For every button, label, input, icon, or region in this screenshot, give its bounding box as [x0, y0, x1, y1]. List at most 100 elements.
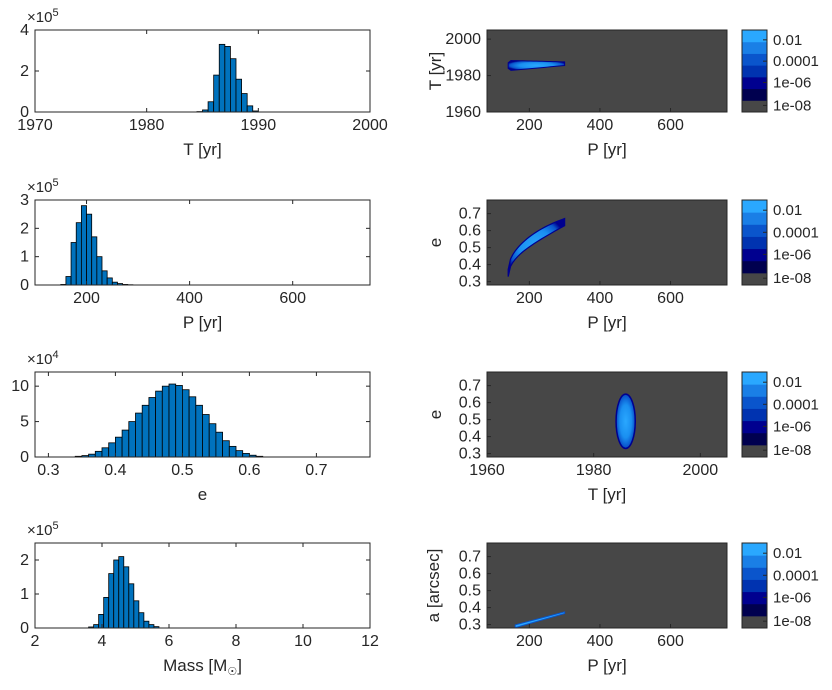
colorbar-segment [742, 555, 767, 568]
colorbar-segment [742, 615, 767, 629]
colorbar-segment [742, 65, 767, 78]
x-axis-label-sub: ☉ [227, 666, 237, 678]
axes-frame [486, 199, 728, 286]
x-tick-label: 0.6 [238, 462, 260, 479]
hist-bar [215, 431, 223, 458]
y-tick-label: 10 [11, 378, 29, 395]
x-tick-label: 400 [587, 633, 614, 650]
hist-bar [224, 46, 231, 113]
colorbar-tick-label: 1e-08 [773, 442, 811, 459]
hist-bar [168, 383, 177, 458]
map-T-e: 1960 1980 2000 0.30.40.50.60.7 T [yr] e [426, 371, 728, 504]
hist-bar [181, 389, 190, 458]
y-tick-label: 0.5 [459, 240, 481, 257]
y-axis-label: e [426, 410, 445, 419]
x-tick-label: 2000 [683, 462, 719, 479]
y-tick-label: 0.5 [459, 412, 481, 429]
hist-bar [202, 414, 210, 458]
y-tick-label: 0 [20, 104, 29, 121]
probability-region [507, 59, 566, 71]
hist-bar [195, 404, 203, 458]
colorbar-segment [742, 567, 767, 580]
x-tick-label: 1960 [469, 462, 505, 479]
colorbar-segment [742, 236, 767, 250]
y-exponent-label: ×105 [27, 7, 59, 26]
x-axis-label-main: P [yr] [183, 313, 222, 332]
y-tick-label: 2 [20, 552, 29, 569]
y-exponent-power: 5 [52, 7, 58, 19]
axes-frame [34, 371, 371, 458]
hist-bar [93, 624, 100, 629]
axes-frame [486, 29, 728, 113]
colorbar: 0.01 0.0001 1e-06 1e-08 [741, 199, 819, 287]
x-tick-label: 2000 [352, 117, 388, 134]
colorbar-frame [741, 542, 768, 629]
colorbar-tick-label: 0.01 [773, 32, 802, 49]
colorbar-segment [742, 372, 767, 385]
y-tick-label: 0.4 [459, 600, 481, 617]
probability-region [514, 611, 566, 629]
colorbar-segment [742, 272, 767, 286]
x-axis-label: P [yr] [587, 656, 626, 675]
y-tick-label: 0 [20, 620, 29, 637]
colorbar-segment [742, 543, 767, 556]
map-P-T: 200 400 600 1960 1980 2000 P [yr] T [yr] [426, 29, 728, 159]
colorbar-tick-label: 1e-08 [773, 97, 811, 114]
y-tick-label: 0 [20, 277, 29, 294]
y-tick-label: 0.4 [459, 257, 481, 274]
axes-frame [34, 542, 371, 629]
y-exponent-label: ×105 [27, 177, 59, 196]
map-background [487, 30, 727, 112]
colorbar-segment [742, 200, 767, 213]
hist-bar [133, 600, 140, 629]
x-tick-label: 200 [516, 117, 543, 134]
hist-P: 200 400 600 0 1 2 3×105 P [yr] [20, 177, 371, 332]
hist-bar [118, 556, 125, 629]
y-axis-label: T [yr] [426, 52, 445, 90]
hist-bar [65, 276, 72, 286]
x-tick-label: 1980 [576, 462, 612, 479]
hist-bar [106, 277, 113, 286]
x-tick-label: 1990 [241, 117, 277, 134]
y-exponent-base: ×10 [27, 522, 52, 539]
hist-bar [222, 440, 230, 458]
axes-frame [486, 371, 728, 458]
x-tick-label: 200 [516, 290, 543, 307]
hist-bar [143, 620, 150, 629]
y-tick-label: 0 [20, 449, 29, 466]
x-tick-label: 10 [294, 633, 312, 650]
hist-bar [230, 58, 237, 113]
hist-bar [175, 385, 183, 458]
colorbar-segment [742, 76, 767, 90]
colorbar-tick-label: 0.01 [773, 374, 802, 391]
colorbar-segment [742, 212, 767, 225]
x-tick-label: 1980 [129, 117, 165, 134]
hist-bar [242, 453, 250, 458]
x-axis-label: T [yr] [588, 485, 626, 504]
hist-bar [70, 242, 77, 286]
y-tick-label: 4 [20, 22, 29, 39]
y-tick-label: 3 [20, 192, 29, 209]
colorbar-segment [742, 260, 767, 274]
colorbar-tick-label: 1e-08 [773, 270, 811, 287]
colorbar-segment [742, 30, 767, 43]
colorbar-tick-label: 0.0001 [773, 567, 819, 584]
colorbar-segment [742, 224, 767, 237]
hist-bar [155, 390, 163, 458]
hist-bar [128, 421, 136, 458]
colorbar-segment [742, 432, 767, 446]
hist-bar [103, 597, 110, 629]
colorbar-tick-label: 0.01 [773, 545, 802, 562]
colorbar-segment [742, 408, 767, 422]
colorbar-tick-label: 0.0001 [773, 53, 819, 70]
colorbar-tick-label: 0.0001 [773, 224, 819, 241]
hist-bar [207, 101, 215, 113]
y-exponent-power: 5 [52, 520, 58, 532]
hist-bar [235, 78, 242, 113]
hist-bar [80, 205, 87, 286]
hist-bar [235, 450, 244, 458]
hist-bar [108, 442, 116, 458]
hist-bar [228, 445, 237, 458]
probability-region [507, 217, 566, 277]
x-tick-label: 400 [587, 117, 614, 134]
